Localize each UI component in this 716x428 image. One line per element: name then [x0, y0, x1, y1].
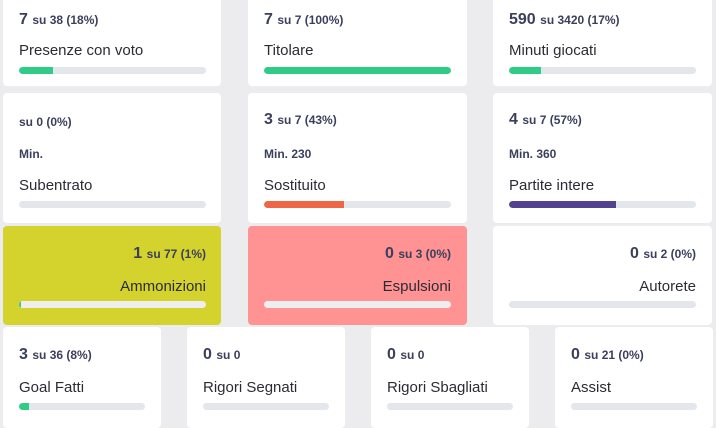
- stat-number: 0: [387, 346, 396, 363]
- stat-label: Presenze con voto: [19, 42, 144, 59]
- stat-value: su 0 (0%): [19, 113, 72, 131]
- stat-value: 0 su 3 (0%): [385, 245, 451, 263]
- stat-total: su 77 (1%): [146, 247, 206, 261]
- progress-bar: [264, 201, 451, 208]
- stat-label: Rigori Sbagliati: [387, 379, 488, 396]
- progress-bar: [19, 403, 145, 410]
- stat-number: 1: [133, 245, 143, 262]
- stat-card-ammonizioni: 1 su 77 (1%) Ammonizioni: [3, 226, 221, 325]
- stat-number: 0: [629, 245, 639, 262]
- stat-total: su 0: [400, 348, 425, 362]
- progress-fill: [264, 67, 451, 74]
- progress-bar: [387, 403, 513, 410]
- stat-value: 7 su 7 (100%): [264, 11, 343, 29]
- stat-number: 0: [203, 346, 212, 363]
- stat-card-presenze: 7 su 38 (18%) Presenze con voto: [3, 0, 221, 86]
- stat-card-subentrato: su 0 (0%) Min. Subentrato: [3, 93, 221, 223]
- stat-value: 7 su 38 (18%): [19, 11, 98, 29]
- stat-value: 4 su 7 (57%): [509, 111, 582, 129]
- stat-card-rigori-segnati: 0 su 0 Rigori Segnati: [187, 327, 345, 428]
- progress-bar: [509, 301, 696, 308]
- progress-bar: [264, 67, 451, 74]
- stat-label: Assist: [571, 379, 612, 396]
- stat-total: su 36 (8%): [32, 348, 92, 362]
- stat-value: 0 su 21 (0%): [571, 346, 644, 364]
- stat-number: 7: [19, 11, 28, 28]
- progress-bar: [264, 301, 451, 308]
- stat-value: 3 su 36 (8%): [19, 346, 92, 364]
- stat-card-goal-fatti: 3 su 36 (8%) Goal Fatti: [3, 327, 161, 428]
- progress-fill: [509, 67, 541, 74]
- stat-card-titolare: 7 su 7 (100%) Titolare: [248, 0, 467, 86]
- progress-fill: [19, 67, 53, 74]
- minutes-label: Min.: [19, 147, 43, 161]
- stat-total: su 7 (100%): [277, 13, 344, 27]
- stat-label: Autorete: [639, 278, 696, 295]
- stat-total: su 38 (18%): [32, 13, 99, 27]
- stat-card-assist: 0 su 21 (0%) Assist: [555, 327, 713, 428]
- stat-total: su 3 (0%): [398, 247, 451, 261]
- progress-fill: [19, 403, 30, 410]
- progress-bar: [509, 67, 696, 74]
- stat-value: 0 su 2 (0%): [630, 245, 696, 263]
- progress-fill: [509, 201, 616, 208]
- stat-total: su 0: [216, 348, 241, 362]
- progress-fill: [264, 201, 345, 208]
- stat-total: su 3420 (17%): [540, 13, 620, 27]
- stat-label: Sostituito: [264, 177, 326, 194]
- stat-label: Rigori Segnati: [203, 379, 298, 396]
- stat-number: 3: [19, 346, 28, 363]
- stat-card-rigori-sbagliati: 0 su 0 Rigori Sbagliati: [371, 327, 529, 428]
- stat-card-espulsioni: 0 su 3 (0%) Espulsioni: [248, 226, 467, 325]
- stat-number: 0: [571, 346, 580, 363]
- stat-label: Partite intere: [509, 177, 595, 194]
- progress-bar: [19, 201, 206, 208]
- minutes-label: Min. 360: [509, 147, 557, 161]
- stat-number: 3: [264, 111, 273, 128]
- stat-card-autorete: 0 su 2 (0%) Autorete: [493, 226, 712, 325]
- stat-value: 3 su 7 (43%): [264, 111, 337, 129]
- stat-label: Ammonizioni: [120, 278, 206, 295]
- stat-value: 0 su 0: [387, 346, 424, 364]
- progress-bar: [571, 403, 697, 410]
- stat-label: Titolare: [264, 42, 314, 59]
- stat-card-minuti: 590 su 3420 (17%) Minuti giocati: [493, 0, 712, 86]
- stat-label: Subentrato: [19, 177, 93, 194]
- stat-label: Espulsioni: [382, 278, 451, 295]
- stat-number: 590: [509, 11, 536, 28]
- stat-card-sostituito: 3 su 7 (43%) Min. 230 Sostituito: [248, 93, 467, 223]
- stat-number: 0: [384, 245, 394, 262]
- stat-total: su 21 (0%): [584, 348, 644, 362]
- progress-fill: [19, 301, 21, 308]
- stat-total: su 2 (0%): [643, 247, 696, 261]
- stat-label: Minuti giocati: [509, 42, 597, 59]
- progress-bar: [509, 201, 696, 208]
- minutes-label: Min. 230: [264, 147, 312, 161]
- progress-bar: [203, 403, 329, 410]
- progress-bar: [19, 301, 206, 308]
- stat-card-partite-intere: 4 su 7 (57%) Min. 360 Partite intere: [493, 93, 712, 223]
- stat-value: 0 su 0: [203, 346, 240, 364]
- stat-total: su 7 (57%): [522, 113, 582, 127]
- progress-bar: [19, 67, 206, 74]
- stat-total: su 0 (0%): [19, 115, 72, 129]
- stat-number: 4: [509, 111, 518, 128]
- stat-label: Goal Fatti: [19, 379, 85, 396]
- stat-value: 590 su 3420 (17%): [509, 11, 620, 29]
- stat-total: su 7 (43%): [277, 113, 337, 127]
- stat-number: 7: [264, 11, 273, 28]
- stat-value: 1 su 77 (1%): [133, 245, 206, 263]
